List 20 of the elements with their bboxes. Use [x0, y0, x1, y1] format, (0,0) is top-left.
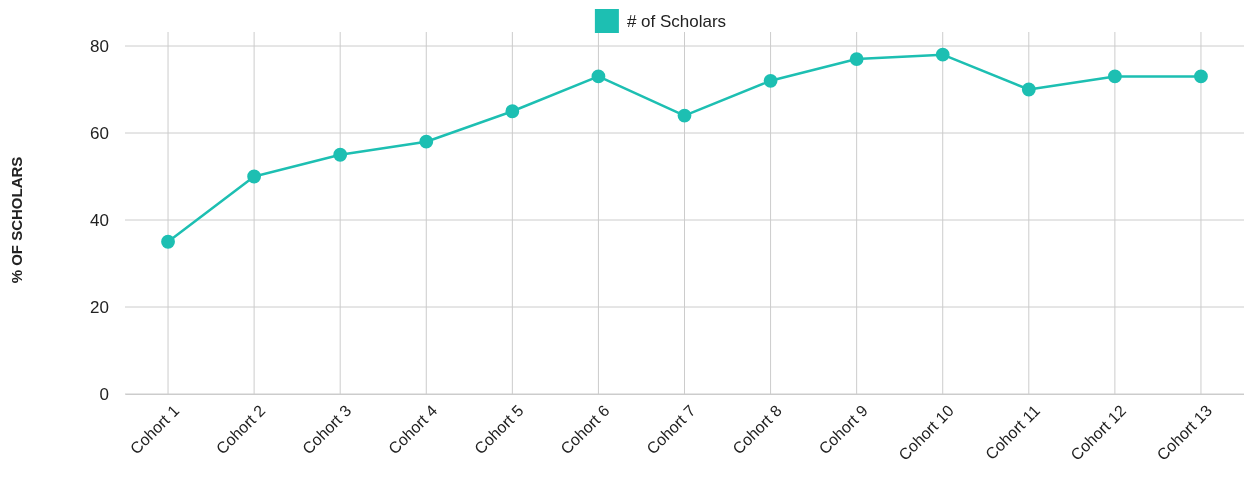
point: [333, 147, 348, 162]
point: [1107, 69, 1122, 84]
legend-label: # of Scholars: [626, 12, 727, 31]
point: [763, 73, 778, 88]
point: [591, 69, 606, 84]
y-tick-label: 20: [90, 297, 109, 317]
point: [849, 52, 864, 66]
point: [161, 234, 175, 249]
point: [1194, 69, 1208, 84]
y-tick-label: 0: [99, 384, 109, 404]
y-tick-label: 40: [90, 210, 109, 230]
point: [935, 47, 950, 62]
y-axis-title: % OF SCHOLARS: [8, 156, 25, 284]
y-tick-label: 80: [90, 36, 109, 56]
point: [419, 134, 434, 149]
point: [1021, 82, 1036, 97]
point: [247, 169, 262, 184]
y-tick-label: 60: [90, 123, 109, 143]
point: [677, 108, 692, 123]
point: [505, 104, 520, 119]
